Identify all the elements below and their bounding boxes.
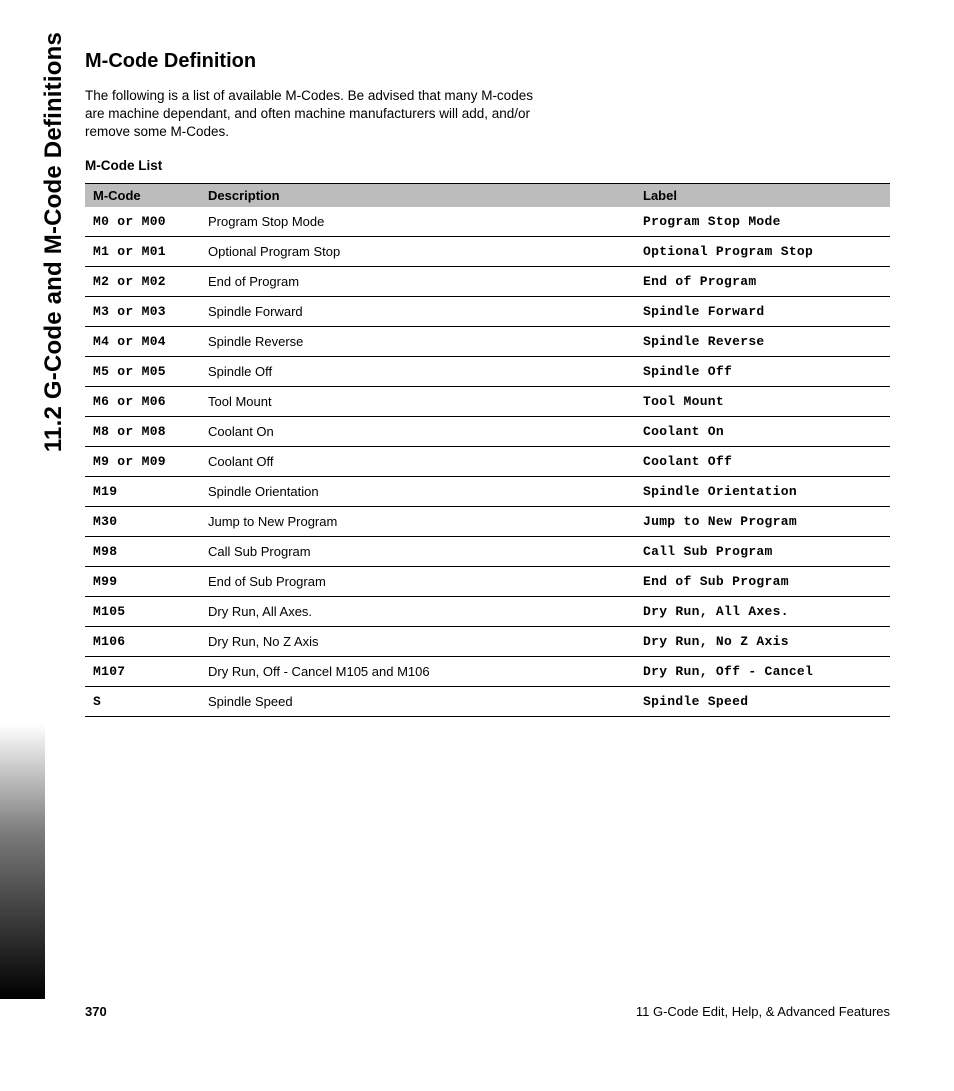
table-row: M5 or M05Spindle OffSpindle Off — [85, 356, 890, 386]
description-cell: Spindle Reverse — [200, 326, 635, 356]
label-cell: Dry Run, No Z Axis — [635, 626, 890, 656]
mcode-cell: M106 — [85, 626, 200, 656]
label-cell: Spindle Off — [635, 356, 890, 386]
intro-paragraph: The following is a list of available M-C… — [85, 87, 555, 142]
mcode-cell: M2 or M02 — [85, 266, 200, 296]
mcode-cell: M3 or M03 — [85, 296, 200, 326]
description-cell: Coolant Off — [200, 446, 635, 476]
mcode-cell: M105 — [85, 596, 200, 626]
description-cell: End of Program — [200, 266, 635, 296]
table-row: M2 or M02End of ProgramEnd of Program — [85, 266, 890, 296]
label-cell: Spindle Orientation — [635, 476, 890, 506]
label-cell: Coolant On — [635, 416, 890, 446]
description-cell: End of Sub Program — [200, 566, 635, 596]
mcode-cell: M107 — [85, 656, 200, 686]
table-row: M98Call Sub ProgramCall Sub Program — [85, 536, 890, 566]
mcode-cell: M1 or M01 — [85, 236, 200, 266]
table-row: M8 or M08Coolant OnCoolant On — [85, 416, 890, 446]
description-cell: Program Stop Mode — [200, 207, 635, 237]
label-cell: Spindle Reverse — [635, 326, 890, 356]
label-cell: Tool Mount — [635, 386, 890, 416]
label-cell: Spindle Speed — [635, 686, 890, 716]
description-cell: Tool Mount — [200, 386, 635, 416]
label-cell: Call Sub Program — [635, 536, 890, 566]
description-cell: Spindle Off — [200, 356, 635, 386]
label-cell: Dry Run, All Axes. — [635, 596, 890, 626]
table-row: M1 or M01Optional Program StopOptional P… — [85, 236, 890, 266]
side-gradient-decoration — [0, 724, 45, 999]
section-side-tab: 11.2 G-Code and M-Code Definitions — [40, 32, 68, 452]
table-row: M106Dry Run, No Z AxisDry Run, No Z Axis — [85, 626, 890, 656]
mcode-cell: S — [85, 686, 200, 716]
label-cell: Spindle Forward — [635, 296, 890, 326]
col-header-label: Label — [635, 183, 890, 207]
label-cell: End of Program — [635, 266, 890, 296]
page-title: M-Code Definition — [85, 50, 890, 73]
label-cell: Program Stop Mode — [635, 207, 890, 237]
mcode-cell: M4 or M04 — [85, 326, 200, 356]
description-cell: Spindle Speed — [200, 686, 635, 716]
page-number: 370 — [85, 1004, 107, 1019]
table-row: M0 or M00Program Stop ModeProgram Stop M… — [85, 207, 890, 237]
mcode-cell: M30 — [85, 506, 200, 536]
mcode-cell: M99 — [85, 566, 200, 596]
label-cell: Coolant Off — [635, 446, 890, 476]
description-cell: Spindle Orientation — [200, 476, 635, 506]
description-cell: Coolant On — [200, 416, 635, 446]
page-footer: 370 11 G-Code Edit, Help, & Advanced Fea… — [85, 1004, 890, 1019]
table-subhead: M-Code List — [85, 158, 890, 173]
label-cell: Optional Program Stop — [635, 236, 890, 266]
col-header-description: Description — [200, 183, 635, 207]
description-cell: Jump to New Program — [200, 506, 635, 536]
label-cell: Jump to New Program — [635, 506, 890, 536]
table-row: M105Dry Run, All Axes.Dry Run, All Axes. — [85, 596, 890, 626]
col-header-mcode: M-Code — [85, 183, 200, 207]
description-cell: Spindle Forward — [200, 296, 635, 326]
mcode-cell: M8 or M08 — [85, 416, 200, 446]
table-row: M107Dry Run, Off - Cancel M105 and M106D… — [85, 656, 890, 686]
table-row: M9 or M09Coolant OffCoolant Off — [85, 446, 890, 476]
mcode-cell: M0 or M00 — [85, 207, 200, 237]
page-content: M-Code Definition The following is a lis… — [85, 50, 890, 717]
description-cell: Dry Run, Off - Cancel M105 and M106 — [200, 656, 635, 686]
mcode-cell: M6 or M06 — [85, 386, 200, 416]
table-row: M99End of Sub ProgramEnd of Sub Program — [85, 566, 890, 596]
table-row: SSpindle SpeedSpindle Speed — [85, 686, 890, 716]
mcode-cell: M9 or M09 — [85, 446, 200, 476]
table-header-row: M-Code Description Label — [85, 183, 890, 207]
table-row: M19Spindle OrientationSpindle Orientatio… — [85, 476, 890, 506]
description-cell: Dry Run, No Z Axis — [200, 626, 635, 656]
table-row: M30Jump to New ProgramJump to New Progra… — [85, 506, 890, 536]
mcode-cell: M98 — [85, 536, 200, 566]
table-row: M6 or M06Tool MountTool Mount — [85, 386, 890, 416]
mcode-cell: M5 or M05 — [85, 356, 200, 386]
description-cell: Dry Run, All Axes. — [200, 596, 635, 626]
label-cell: Dry Run, Off - Cancel — [635, 656, 890, 686]
table-row: M3 or M03Spindle ForwardSpindle Forward — [85, 296, 890, 326]
mcode-table: M-Code Description Label M0 or M00Progra… — [85, 183, 890, 717]
footer-chapter-title: 11 G-Code Edit, Help, & Advanced Feature… — [636, 1004, 890, 1019]
label-cell: End of Sub Program — [635, 566, 890, 596]
description-cell: Call Sub Program — [200, 536, 635, 566]
mcode-cell: M19 — [85, 476, 200, 506]
description-cell: Optional Program Stop — [200, 236, 635, 266]
table-row: M4 or M04Spindle ReverseSpindle Reverse — [85, 326, 890, 356]
